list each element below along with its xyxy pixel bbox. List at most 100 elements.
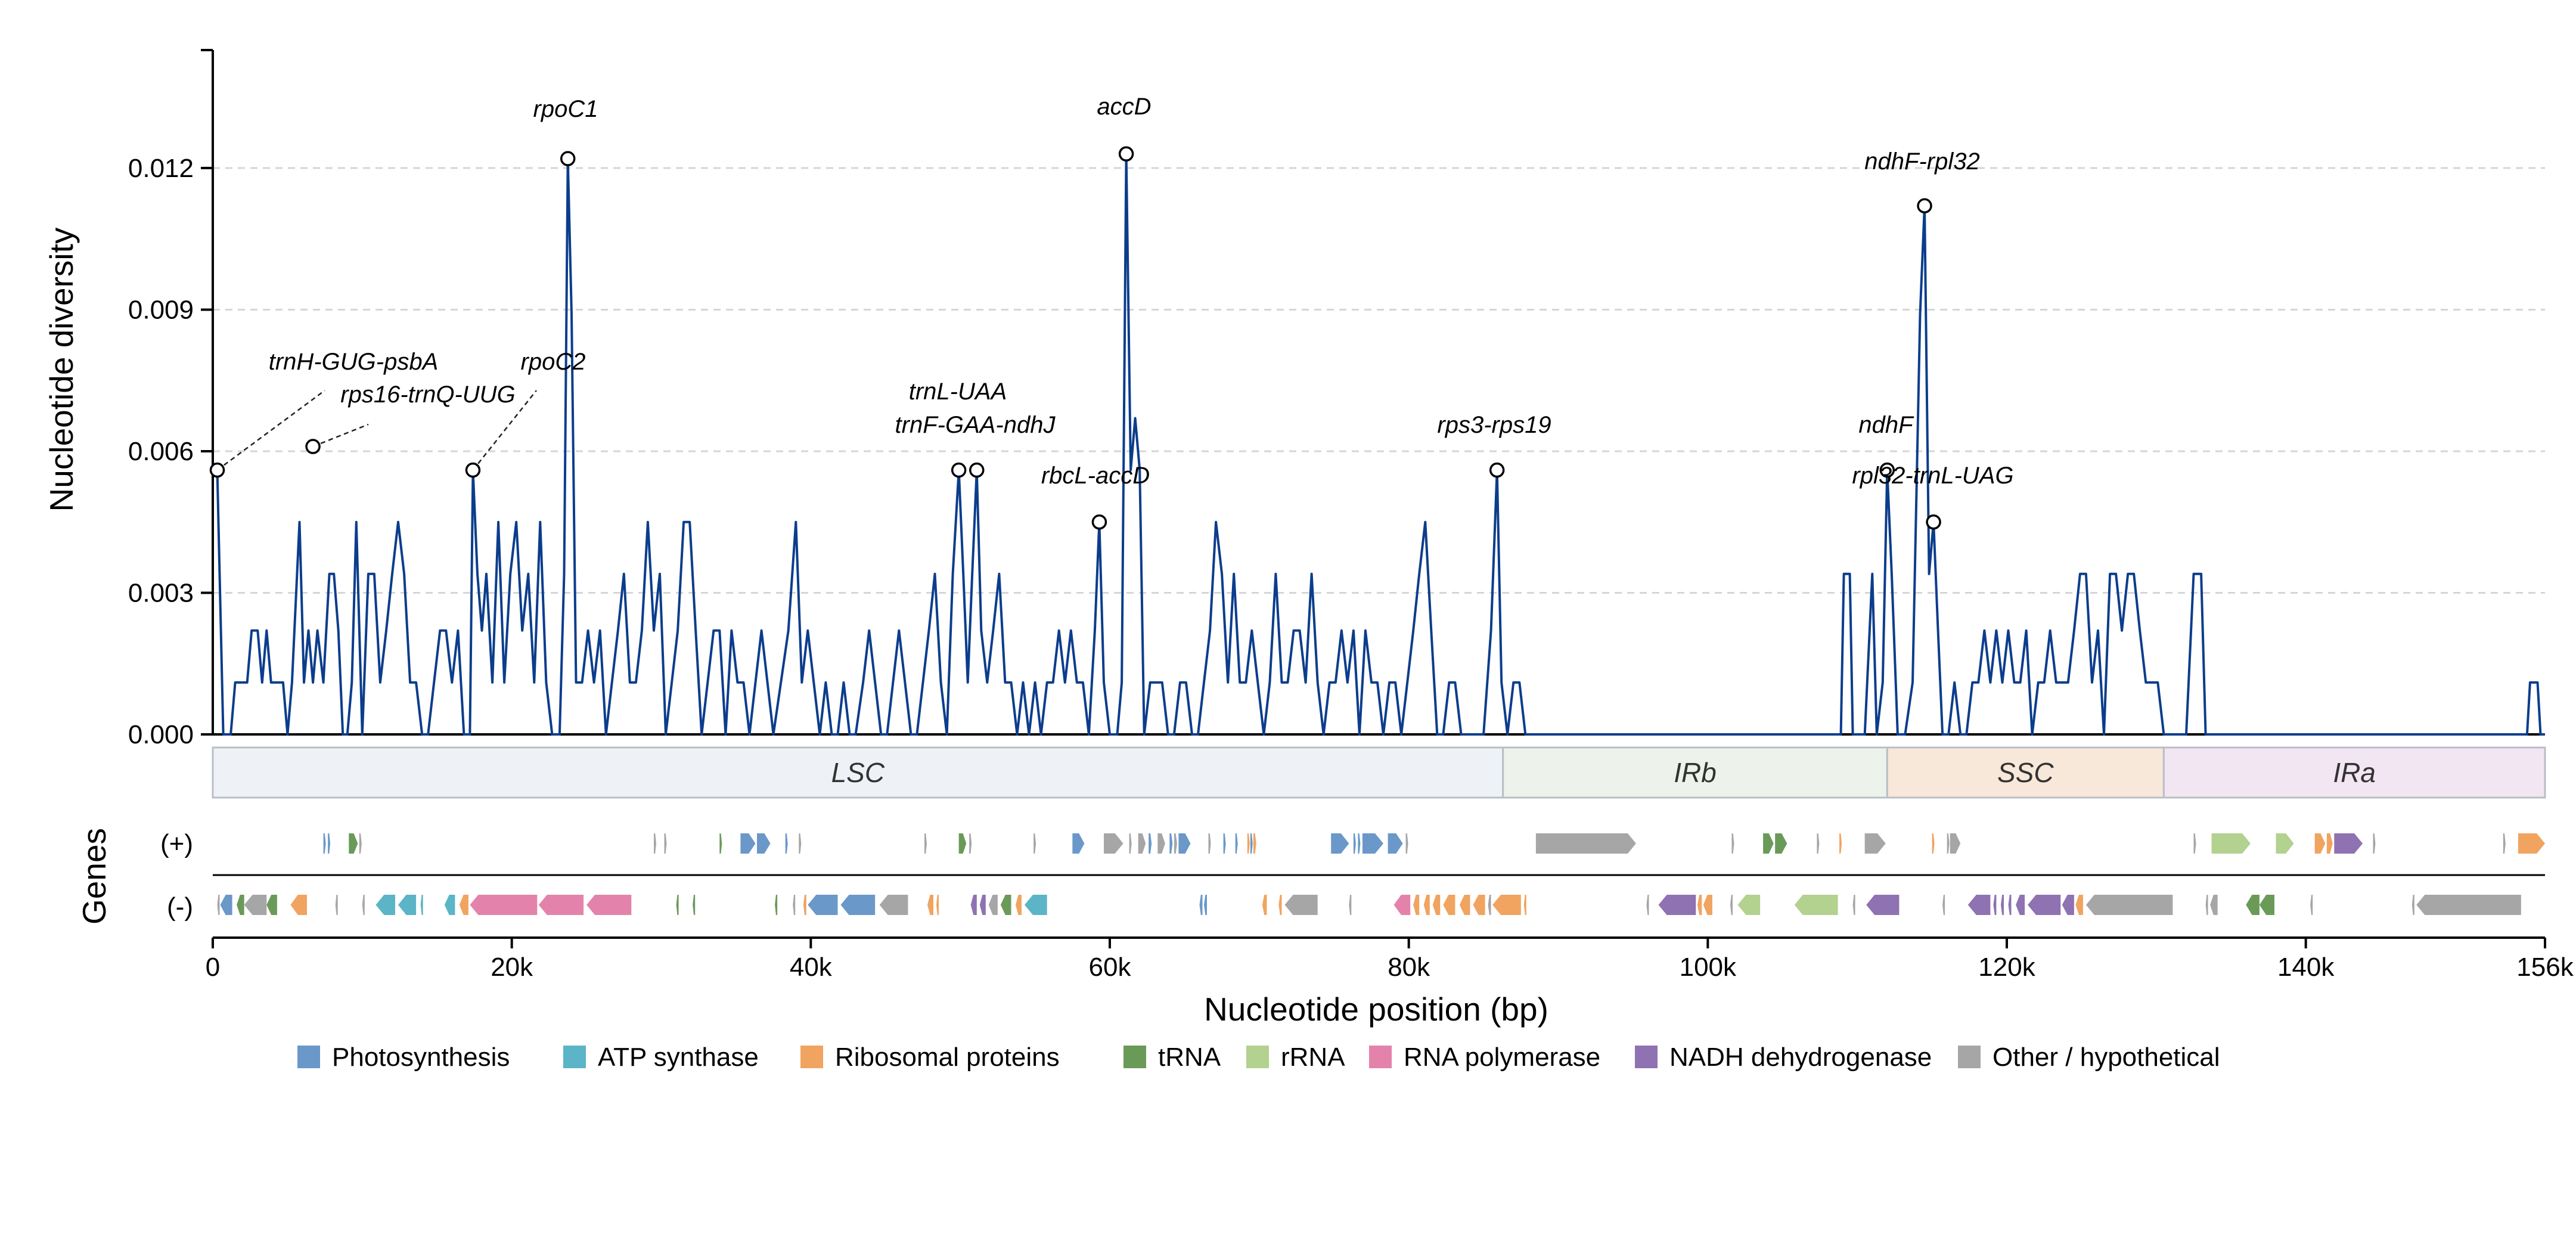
gene-arrow bbox=[1443, 895, 1455, 915]
peak-leader-line bbox=[472, 390, 537, 471]
x-tick-label: 156k bbox=[2516, 953, 2574, 982]
gene-arrow bbox=[266, 895, 277, 915]
gene-arrow bbox=[1866, 895, 1900, 915]
gene-arrow bbox=[1253, 833, 1256, 854]
gene-arrow bbox=[2205, 895, 2208, 915]
gene-arrow bbox=[375, 895, 395, 915]
gene-arrow bbox=[1794, 895, 1838, 915]
gene-arrow bbox=[2075, 895, 2083, 915]
x-tick-label: 140k bbox=[2277, 953, 2335, 982]
legend: Photosynthesis ATP synthase Ribosomal prot… bbox=[297, 1043, 2220, 1072]
gene-arrow bbox=[1492, 895, 1521, 915]
region-label: LSC bbox=[831, 757, 885, 788]
diversity-line bbox=[213, 153, 2545, 736]
gene-arrow bbox=[586, 895, 632, 915]
legend-swatch bbox=[1369, 1046, 1392, 1068]
region-lsc bbox=[212, 746, 1504, 799]
region-ssc bbox=[1886, 746, 2165, 799]
gene-arrow bbox=[970, 895, 977, 915]
gene-arrow bbox=[2062, 895, 2074, 915]
gene-arrow bbox=[1223, 833, 1226, 854]
legend-swatch bbox=[1635, 1046, 1658, 1068]
gene-arrow bbox=[220, 895, 232, 915]
gene-arrow bbox=[1129, 833, 1132, 854]
peak-label: trnL-UAA bbox=[909, 379, 1007, 405]
gene-arrow bbox=[803, 895, 806, 915]
plus-strand-label: (+) bbox=[160, 829, 193, 858]
peak-marker bbox=[465, 462, 481, 478]
peak-label: rpoC1 bbox=[533, 96, 598, 122]
gene-arrow bbox=[1262, 895, 1267, 915]
gene-arrow bbox=[1033, 833, 1036, 854]
gene-arrow bbox=[2001, 895, 2004, 915]
x-tick-label: 20k bbox=[491, 953, 533, 982]
x-tick-label: 0 bbox=[206, 953, 220, 982]
gene-arrow bbox=[459, 895, 468, 915]
gene-arrow bbox=[1138, 833, 1146, 854]
gene-arrow bbox=[359, 833, 362, 854]
gene-arrow bbox=[1432, 895, 1441, 915]
gene-arrow bbox=[2326, 833, 2333, 854]
gene-arrow bbox=[244, 895, 267, 915]
peak-marker bbox=[951, 462, 967, 478]
gene-arrow bbox=[2211, 833, 2251, 854]
gene-arrow bbox=[2334, 833, 2363, 854]
diversity-series bbox=[213, 153, 2545, 736]
gene-arrow bbox=[1646, 895, 1649, 915]
gene-arrow bbox=[1169, 833, 1173, 854]
gene-arrow bbox=[1731, 833, 1734, 854]
gene-arrow bbox=[1817, 833, 1820, 854]
gene-arrow bbox=[2314, 833, 2326, 854]
x-tick-label: 80k bbox=[1388, 953, 1430, 982]
gene-arrow bbox=[1104, 833, 1123, 854]
gene-arrow bbox=[2246, 895, 2260, 915]
gene-arrow bbox=[1353, 833, 1356, 854]
gene-arrow bbox=[1149, 833, 1152, 854]
x-tick-label: 100k bbox=[1680, 953, 1737, 982]
gene-arrow bbox=[979, 895, 986, 915]
gene-arrow bbox=[1235, 833, 1238, 854]
gene-arrow bbox=[936, 895, 939, 915]
legend-label: ATP synthase bbox=[598, 1043, 759, 1072]
gene-arrow bbox=[538, 895, 584, 915]
gene-arrow bbox=[237, 895, 244, 915]
legend-label: rRNA bbox=[1281, 1043, 1345, 1072]
gene-arrow bbox=[1388, 833, 1403, 854]
peak-marker bbox=[969, 462, 985, 478]
region-label: IRb bbox=[1674, 757, 1717, 788]
peak-label: ndhF bbox=[1858, 412, 1914, 438]
region-irb bbox=[1502, 746, 1888, 799]
gene-arrow bbox=[328, 833, 331, 854]
gene-arrow bbox=[1658, 895, 1696, 915]
x-tick-label: 120k bbox=[1978, 953, 2035, 982]
gene-arrow bbox=[775, 895, 778, 915]
gene-arrow bbox=[1072, 833, 1085, 854]
gene-arrow bbox=[1250, 833, 1253, 854]
gene-arrow bbox=[2276, 833, 2294, 854]
peak-leader-line bbox=[216, 389, 325, 471]
legend-swatch bbox=[563, 1046, 586, 1068]
gene-arrow bbox=[1839, 833, 1842, 854]
gene-arrow bbox=[2518, 833, 2545, 854]
gene-arrow bbox=[785, 833, 788, 854]
peak-marker bbox=[209, 462, 225, 478]
gene-arrow bbox=[676, 895, 679, 915]
x-axis-title: Nucleotide position (bp) bbox=[1204, 991, 1548, 1028]
gene-arrow bbox=[1358, 833, 1361, 854]
gene-arrow bbox=[664, 833, 667, 854]
gene-arrow bbox=[2085, 895, 2173, 915]
axes: 0.000 0.003 0.006 0.009 0.012 0 20k 40k 60k 80k 10… bbox=[128, 49, 2574, 982]
gene-arrow bbox=[1331, 833, 1349, 854]
gene-arrow bbox=[1362, 833, 1383, 854]
gene-arrow bbox=[654, 833, 656, 854]
gene-arrow bbox=[840, 895, 876, 915]
peak-label: rps3-rps19 bbox=[1437, 412, 1551, 438]
gene-arrow bbox=[2210, 895, 2218, 915]
gene-arrow bbox=[1488, 895, 1491, 915]
peak-label: rpoC2 bbox=[521, 349, 586, 375]
peak-leader-line bbox=[312, 423, 369, 448]
gene-arrow bbox=[1852, 895, 1855, 915]
peak-marker bbox=[1489, 462, 1505, 478]
gene-arrow bbox=[1284, 895, 1318, 915]
genome-region-bar: LSC IRb SSC IRa bbox=[212, 746, 2546, 799]
